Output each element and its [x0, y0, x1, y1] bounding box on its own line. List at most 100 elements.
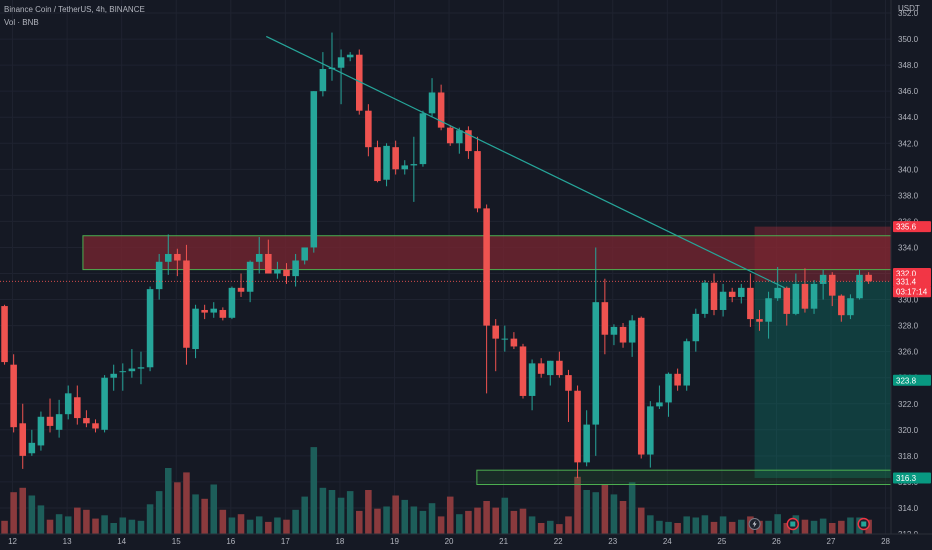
- candle-body: [437, 92, 445, 128]
- candle-body: [37, 416, 45, 446]
- time-tick-label: 19: [390, 537, 399, 546]
- candlesticks: [1, 32, 872, 478]
- price-tick-label: 344.0: [898, 113, 919, 122]
- volume-bar: [383, 506, 390, 534]
- candle-body: [683, 341, 690, 386]
- candle-body: [565, 375, 572, 391]
- volume-bar: [474, 507, 481, 534]
- candle-body: [401, 165, 409, 170]
- volume-bar: [556, 524, 563, 534]
- time-axis-background: [0, 534, 932, 550]
- earnings-icon[interactable]: [857, 517, 870, 531]
- price-tag-label: 323.8: [896, 376, 917, 385]
- event-markers[interactable]: [748, 517, 870, 531]
- candle-body: [410, 164, 418, 166]
- volume-bar: [401, 499, 409, 534]
- candle-body: [246, 261, 254, 292]
- candle-body: [528, 363, 536, 396]
- candle-body: [92, 423, 99, 429]
- time-tick-label: 22: [554, 537, 563, 546]
- volume-bar: [19, 487, 27, 534]
- price-tick-label: 352.0: [898, 9, 919, 18]
- candle-body: [656, 402, 663, 407]
- volume-bar: [610, 494, 618, 534]
- volume-bar: [337, 497, 345, 534]
- volume-bar: [137, 520, 145, 534]
- volume-bar: [838, 520, 845, 534]
- price-tick-label: 348.0: [898, 61, 919, 70]
- support-zone[interactable]: [476, 469, 892, 486]
- candle-body: [747, 287, 754, 320]
- lightning-icon[interactable]: [748, 518, 761, 530]
- price-tag: 03:17:14: [893, 286, 931, 298]
- trendline-layer[interactable]: [0, 35, 891, 289]
- candle-body: [301, 247, 308, 261]
- price-tick-label: 350.0: [898, 35, 919, 44]
- time-tick-label: 13: [63, 537, 72, 546]
- price-tag: 335.6: [893, 221, 931, 233]
- volume-bar: [828, 523, 836, 534]
- volume-bar: [83, 509, 90, 534]
- candle-body: [355, 54, 363, 111]
- candle-body: [64, 393, 72, 415]
- price-tick-label: 342.0: [898, 139, 919, 148]
- volume-bar: [801, 519, 809, 534]
- candle-body: [492, 325, 499, 339]
- price-tick-label: 322.0: [898, 400, 919, 409]
- volume-bar: [738, 519, 745, 534]
- candle-body: [537, 363, 545, 374]
- volume-bar: [46, 519, 54, 534]
- volume-bar: [637, 507, 645, 534]
- time-tick-label: 24: [663, 537, 672, 546]
- candle-body: [710, 282, 718, 310]
- candle-body: [428, 92, 436, 114]
- price-tick-label: 346.0: [898, 87, 919, 96]
- price-axis-background: [891, 0, 932, 534]
- volume-bar: [183, 472, 190, 534]
- candle-body: [19, 423, 27, 456]
- candle-body: [628, 320, 636, 343]
- candle-body: [519, 346, 527, 396]
- candle-body: [446, 127, 454, 144]
- volume-bar: [92, 518, 99, 534]
- volume-bar: [619, 501, 627, 534]
- volume-bar: [10, 492, 17, 534]
- volume-bar: [774, 514, 781, 534]
- volume-bar: [219, 509, 227, 534]
- volume-bar: [528, 516, 536, 534]
- short-position-target-area[interactable]: [754, 281, 891, 478]
- candle-body: [255, 253, 263, 262]
- candle-body: [128, 368, 136, 372]
- candle-body: [674, 373, 681, 386]
- volume-bar: [537, 523, 545, 534]
- volume-bar: [692, 517, 700, 534]
- time-axis[interactable]: 12 13 14 15 16 17 18 19 20 21 22 23 24 25 26 27 28: [0, 533, 932, 550]
- volume-bar: [765, 520, 772, 534]
- earnings-icon[interactable]: [786, 517, 799, 531]
- volume-bar: [192, 494, 199, 534]
- price-tick-label: 338.0: [898, 191, 919, 200]
- price-tick-label: 318.0: [898, 452, 919, 461]
- volume-bar: [28, 495, 36, 534]
- candle-body: [10, 364, 17, 428]
- candle-body: [346, 54, 354, 58]
- volume-bar: [74, 507, 81, 534]
- volume-bar: [410, 506, 418, 534]
- volume-bar: [437, 516, 445, 534]
- candle-body: [110, 373, 117, 378]
- candle-body: [201, 309, 208, 313]
- volume-bar: [228, 517, 236, 534]
- candle-body: [210, 308, 218, 313]
- volume-bar: [1, 520, 8, 534]
- volume-bar: [119, 517, 127, 534]
- candle-body: [828, 274, 836, 296]
- time-tick-label: 26: [772, 537, 781, 546]
- candle-body: [865, 274, 872, 282]
- volume-bar: [728, 521, 736, 534]
- trendline[interactable]: [266, 35, 785, 289]
- volume-bar: [265, 521, 272, 534]
- candle-body: [55, 414, 63, 430]
